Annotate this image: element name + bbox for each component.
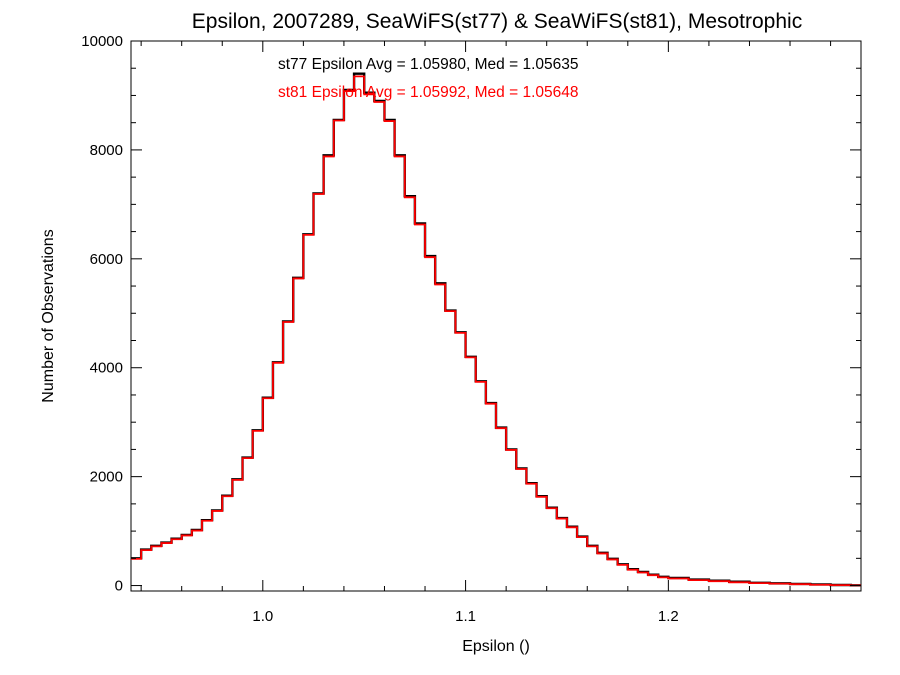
series-line-0 bbox=[131, 72, 861, 587]
y-axis-label: Number of Observations bbox=[40, 229, 57, 402]
y-tick-label: 10000 bbox=[81, 33, 123, 50]
x-tick-label: 1.0 bbox=[252, 608, 273, 625]
y-tick-label: 0 bbox=[115, 578, 123, 595]
x-tick-label: 1.2 bbox=[658, 608, 679, 625]
y-tick-label: 4000 bbox=[90, 360, 123, 377]
x-axis-label: Epsilon () bbox=[462, 638, 530, 655]
x-tick-label: 1.1 bbox=[455, 608, 476, 625]
annotation-st81: st81 Epsilon Avg = 1.05992, Med = 1.0564… bbox=[278, 84, 578, 101]
series-line-1 bbox=[131, 75, 861, 587]
plot-frame bbox=[130, 40, 862, 592]
annotation-st77: st77 Epsilon Avg = 1.05980, Med = 1.0563… bbox=[278, 56, 578, 73]
y-tick-label: 8000 bbox=[90, 142, 123, 159]
y-tick-label: 6000 bbox=[90, 251, 123, 268]
y-tick-label: 2000 bbox=[90, 469, 123, 486]
chart-title: Epsilon, 2007289, SeaWiFS(st77) & SeaWiF… bbox=[192, 10, 802, 33]
